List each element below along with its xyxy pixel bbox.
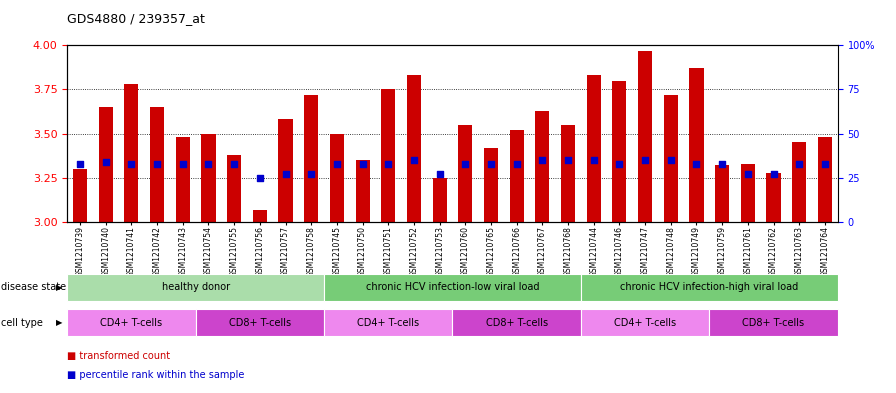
Bar [710,309,838,336]
Bar [99,107,113,222]
Bar [689,68,703,222]
Point [766,171,780,177]
Bar [253,209,267,222]
Point [253,174,267,181]
Point [458,160,472,167]
Point [587,157,601,163]
Bar [150,107,164,222]
Point [73,160,87,167]
Bar [324,309,452,336]
Bar [638,50,652,222]
Text: CD8+ T-cells: CD8+ T-cells [228,318,291,328]
Text: GDS4880 / 239357_at: GDS4880 / 239357_at [67,12,205,25]
Bar [67,309,195,336]
Text: disease state: disease state [1,282,66,292]
Point [99,159,113,165]
Point [664,157,678,163]
Text: CD4+ T-cells: CD4+ T-cells [614,318,676,328]
Text: ▶: ▶ [56,283,63,292]
Bar [587,75,601,222]
Text: CD8+ T-cells: CD8+ T-cells [743,318,805,328]
Point [176,160,190,167]
Point [535,157,549,163]
Bar [715,165,729,222]
Text: chronic HCV infection-high viral load: chronic HCV infection-high viral load [620,282,798,292]
Point [510,160,524,167]
Bar [356,160,370,222]
Point [304,171,318,177]
Bar [792,142,806,222]
Point [612,160,626,167]
Bar [818,137,832,222]
Bar [484,148,498,222]
Text: ▶: ▶ [56,318,63,327]
Bar [73,169,87,222]
Text: CD4+ T-cells: CD4+ T-cells [100,318,162,328]
Bar [202,134,216,222]
Point [561,157,575,163]
Bar [433,178,447,222]
Bar [581,274,838,301]
Point [279,171,293,177]
Bar [766,173,780,222]
Text: CD4+ T-cells: CD4+ T-cells [358,318,419,328]
Bar [125,84,139,222]
Bar [176,137,190,222]
Bar [304,95,318,222]
Bar [664,95,678,222]
Bar [227,155,241,222]
Point [227,160,241,167]
Bar [407,75,421,222]
Bar [381,89,395,222]
Point [818,160,832,167]
Point [741,171,755,177]
Point [381,160,395,167]
Point [330,160,344,167]
Bar [458,125,472,222]
Point [689,160,703,167]
Point [484,160,498,167]
Text: healthy donor: healthy donor [161,282,229,292]
Bar [195,309,324,336]
Text: ■ percentile rank within the sample: ■ percentile rank within the sample [67,369,245,380]
Point [715,160,729,167]
Text: chronic HCV infection-low viral load: chronic HCV infection-low viral load [366,282,539,292]
Bar [330,134,344,222]
Bar [324,274,581,301]
Text: CD8+ T-cells: CD8+ T-cells [486,318,547,328]
Bar [561,125,575,222]
Bar [510,130,524,222]
Text: ■ transformed count: ■ transformed count [67,351,170,361]
Bar [279,119,293,222]
Point [638,157,652,163]
Point [356,160,370,167]
Point [150,160,164,167]
Bar [452,309,581,336]
Point [792,160,806,167]
Bar [67,274,324,301]
Point [202,160,216,167]
Point [407,157,421,163]
Point [433,171,447,177]
Bar [612,81,626,222]
Bar [741,163,755,222]
Bar [535,111,549,222]
Bar [581,309,710,336]
Text: cell type: cell type [1,318,43,328]
Point [125,160,139,167]
